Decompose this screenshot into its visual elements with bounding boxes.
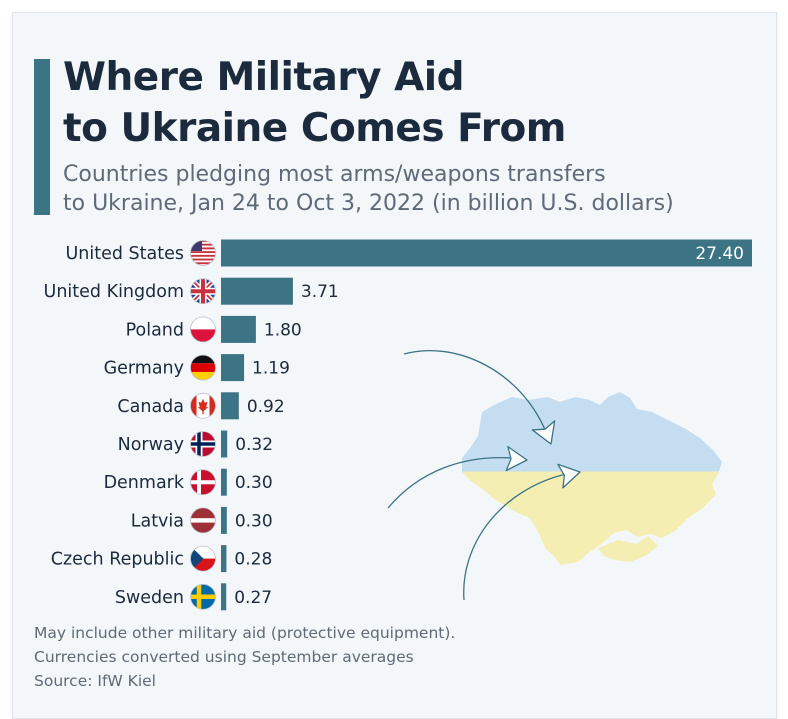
source-note: Source: IfW Kiel bbox=[34, 672, 156, 690]
germany-flag-icon bbox=[190, 354, 216, 381]
category-label: United Kingdom bbox=[44, 282, 184, 302]
chart-subtitle: Countries pledging most arms/weapons tra… bbox=[63, 162, 674, 216]
czech-flag-icon bbox=[190, 545, 216, 572]
chart-title: Where Military Aid to Ukraine Comes From bbox=[63, 55, 566, 151]
ukraine-map-shape bbox=[462, 392, 722, 565]
category-label: Latvia bbox=[131, 511, 184, 531]
value-label: 1.19 bbox=[252, 359, 290, 379]
arrow-head bbox=[505, 445, 528, 472]
value-label: 0.30 bbox=[235, 473, 273, 493]
footnotes: May include other military aid (protecti… bbox=[34, 621, 455, 693]
bar bbox=[221, 392, 239, 420]
footnote-line-1: May include other military aid (protecti… bbox=[34, 624, 456, 642]
bar bbox=[221, 468, 227, 496]
value-label: 0.27 bbox=[234, 588, 272, 608]
crimea-shape bbox=[598, 536, 658, 562]
arrow-shaft bbox=[403, 350, 547, 433]
bar bbox=[221, 506, 227, 534]
uk-flag-icon bbox=[190, 278, 216, 305]
arrow-shaft bbox=[463, 473, 567, 601]
value-label: 0.32 bbox=[235, 435, 273, 455]
category-label: Germany bbox=[104, 359, 184, 379]
category-label: Czech Republic bbox=[51, 550, 184, 570]
value-label: 1.80 bbox=[264, 320, 302, 340]
category-label: United States bbox=[65, 244, 184, 264]
category-label: Sweden bbox=[115, 588, 184, 608]
ukraine-map bbox=[462, 392, 722, 565]
latvia-flag-icon bbox=[190, 507, 216, 534]
value-label: 0.30 bbox=[235, 511, 273, 531]
arrow-head bbox=[557, 463, 581, 489]
poland-flag-icon bbox=[190, 316, 216, 343]
bar bbox=[221, 583, 227, 611]
footnote-line-2: Currencies converted using September ave… bbox=[34, 648, 414, 666]
category-label: Canada bbox=[117, 397, 184, 417]
sweden-flag-icon bbox=[190, 583, 216, 610]
value-label: 3.71 bbox=[301, 282, 339, 302]
us-flag-icon bbox=[190, 240, 216, 266]
category-label: Norway bbox=[118, 435, 184, 455]
denmark-flag-icon bbox=[190, 469, 216, 496]
arrow-head bbox=[531, 420, 556, 445]
arrows bbox=[387, 350, 581, 601]
bar bbox=[221, 430, 228, 458]
bar bbox=[221, 354, 245, 382]
category-label: Denmark bbox=[104, 473, 185, 493]
value-label: 0.28 bbox=[234, 550, 272, 570]
value-label: 27.40 bbox=[695, 244, 744, 264]
title-accent-bar bbox=[34, 59, 50, 215]
value-label: 0.92 bbox=[247, 397, 285, 417]
category-label: Poland bbox=[126, 320, 184, 340]
bar bbox=[221, 545, 227, 573]
canada-flag-icon bbox=[190, 392, 216, 419]
bar bbox=[221, 277, 293, 305]
arrow-shaft bbox=[387, 456, 513, 509]
norway-flag-icon bbox=[190, 431, 216, 457]
bar bbox=[221, 315, 256, 343]
bar bbox=[221, 239, 752, 267]
infographic-card bbox=[12, 12, 777, 719]
